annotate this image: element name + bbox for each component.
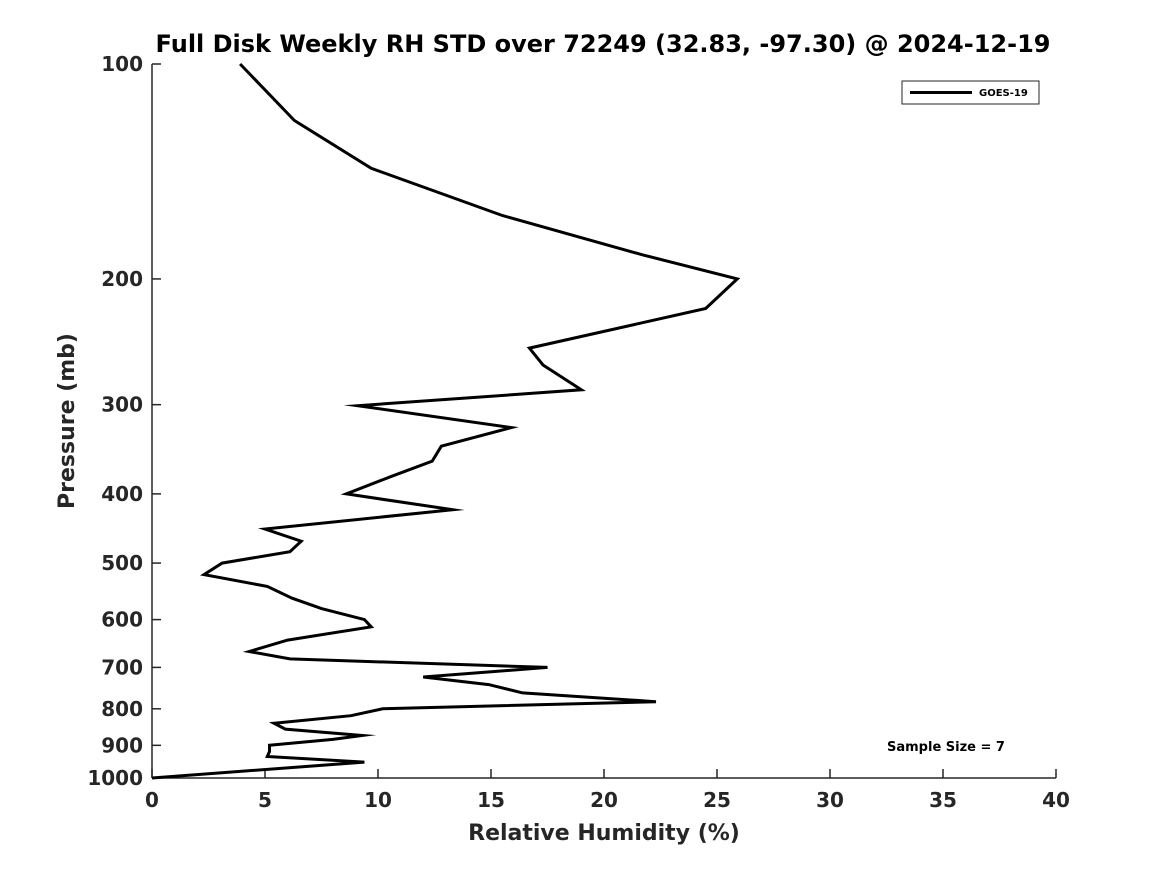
y-tick-label: 1000 — [87, 766, 143, 790]
x-axis-label: Relative Humidity (%) — [468, 821, 740, 846]
series-layer — [151, 62, 741, 780]
x-tick-label: 35 — [929, 788, 957, 812]
series-line-goes-19 — [151, 62, 741, 780]
y-tick-label: 700 — [101, 655, 143, 679]
x-tick-label: 40 — [1042, 788, 1070, 812]
x-tick-label: 0 — [145, 788, 159, 812]
y-tick-label: 800 — [101, 697, 143, 721]
y-tick-label: 600 — [101, 608, 143, 632]
x-tick-label: 10 — [364, 788, 392, 812]
y-axis-ticks: 100 200 300 400 500 600 700 800 900 1000 — [87, 52, 161, 790]
x-tick-label: 25 — [703, 788, 731, 812]
x-tick-label: 20 — [590, 788, 618, 812]
sample-size-annotation: Sample Size = 7 — [887, 740, 1005, 755]
x-axis-ticks: 0 5 10 15 20 25 30 35 40 — [145, 769, 1070, 812]
y-tick-label: 400 — [101, 482, 143, 506]
x-tick-label: 30 — [816, 788, 844, 812]
x-tick-label: 15 — [477, 788, 505, 812]
y-tick-label: 100 — [101, 52, 143, 76]
y-tick-label: 900 — [101, 733, 143, 757]
chart-title: Full Disk Weekly RH STD over 72249 (32.8… — [156, 30, 1051, 58]
legend: GOES-19 — [901, 80, 1040, 105]
y-axis-label: Pressure (mb) — [55, 333, 80, 509]
y-tick-label: 500 — [101, 551, 143, 575]
y-tick-label: 200 — [101, 267, 143, 291]
y-tick-label: 300 — [101, 393, 143, 417]
x-tick-label: 5 — [258, 788, 272, 812]
legend-label-goes-19: GOES-19 — [979, 88, 1028, 99]
